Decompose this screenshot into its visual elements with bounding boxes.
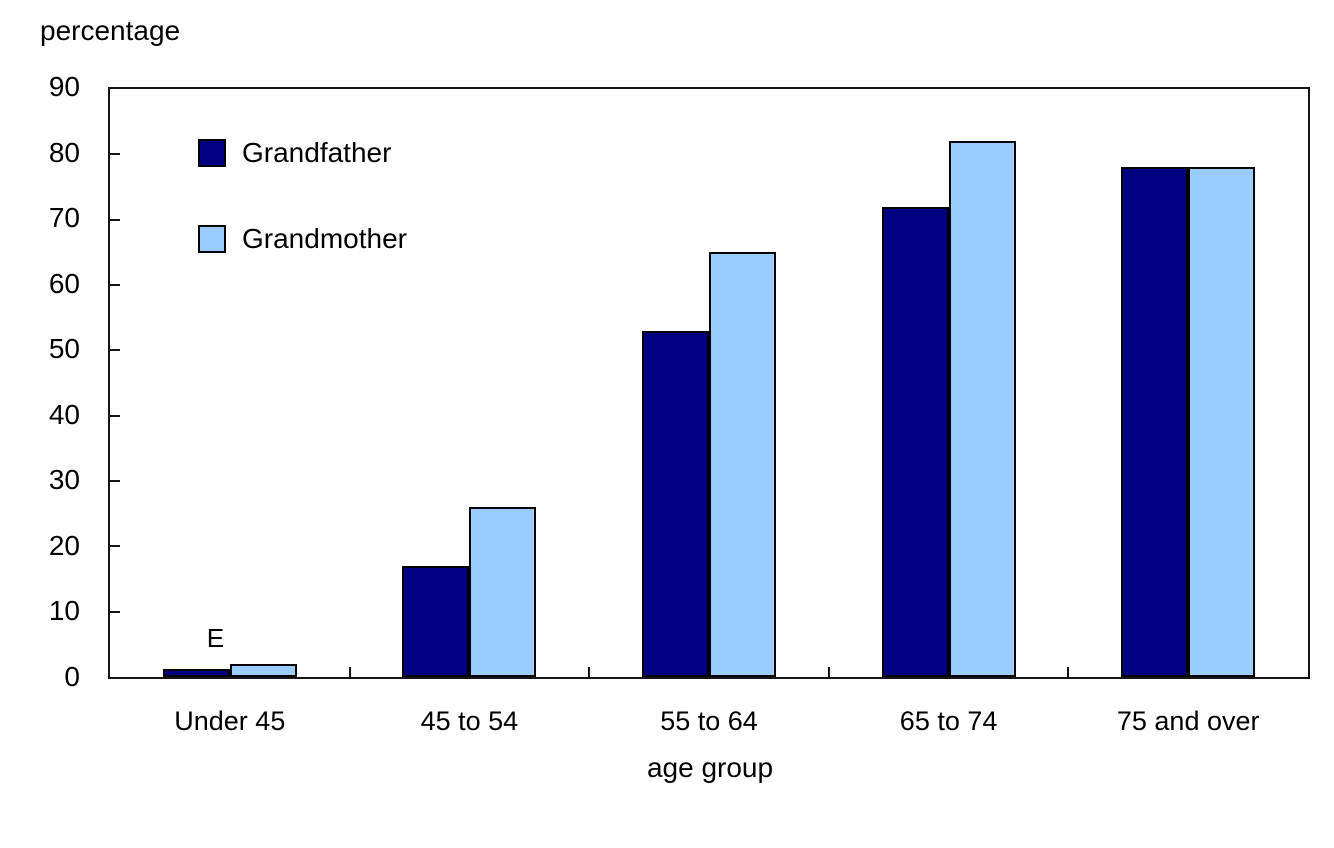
y-tick-label-40: 40 (48, 398, 80, 430)
y-tick-label-20: 20 (48, 529, 80, 561)
y-tick-label-80: 80 (48, 136, 80, 168)
legend-label-grandmother: Grandmother (242, 223, 407, 254)
y-tick-label-10: 10 (48, 595, 80, 627)
x-tick-label-55-to-64: 55 to 64 (660, 706, 758, 736)
y-tick-mark-40 (110, 414, 120, 417)
y-tick-mark-10 (110, 610, 120, 613)
bar-group-45-to-54 (350, 89, 590, 677)
y-tick-mark-80 (110, 153, 120, 156)
legend-item-grandfather: Grandfather (198, 137, 391, 169)
bar-grandmother-65-to-74 (948, 141, 1016, 677)
bar-group-55-to-64 (589, 89, 829, 677)
bars-layer: E (110, 89, 1308, 677)
x-tick-mark-4 (1067, 667, 1070, 677)
plot-area: E Grandfather Grandmother (108, 87, 1310, 679)
x-tick-mark-2 (588, 667, 591, 677)
legend-swatch-grandmother (198, 225, 226, 253)
y-tick-mark-30 (110, 480, 120, 482)
y-tick-mark-20 (110, 545, 120, 548)
bar-pair-65-to-74 (881, 89, 1016, 677)
bar-grandmother-55-to-64 (708, 252, 776, 677)
bar-grandfather-under-45 (162, 668, 230, 677)
legend-item-grandmother: Grandmother (198, 223, 407, 255)
bar-pair-under-45: E (162, 89, 297, 677)
y-tick-label-70: 70 (48, 202, 80, 234)
bar-pair-75-and-over (1121, 89, 1256, 677)
y-tick-mark-50 (110, 349, 120, 352)
bar-grandfather-65-to-74 (881, 206, 949, 677)
bar-grandfather-75-and-over (1121, 167, 1189, 677)
y-tick-label-60: 60 (48, 267, 80, 299)
bar-group-under-45: E (110, 89, 350, 677)
bar-grandfather-55-to-64 (641, 330, 709, 677)
bar-grandmother-under-45 (229, 663, 297, 677)
x-tick-label-under-45: Under 45 (174, 706, 286, 736)
bar-pair-45-to-54 (402, 89, 537, 677)
bar-pair-55-to-64 (641, 89, 776, 677)
x-tick-label-45-to-54: 45 to 54 (420, 706, 519, 736)
legend-swatch-grandfather (198, 139, 226, 167)
bar-grandfather-45-to-54 (402, 565, 470, 677)
x-tick-label-75-and-over: 75 and over (1116, 706, 1260, 736)
x-tick-mark-1 (348, 667, 351, 677)
x-axis-title: age group (646, 752, 774, 783)
bar-grandmother-75-and-over (1188, 167, 1256, 677)
y-tick-mark-70 (110, 218, 120, 221)
y-tick-label-90: 90 (48, 71, 80, 102)
y-tick-label-0: 0 (64, 661, 80, 692)
y-tick-label-30: 30 (48, 464, 80, 496)
x-tick-mark-3 (827, 667, 830, 677)
annotation-e-flag: E (206, 622, 225, 653)
legend-label-grandfather: Grandfather (242, 137, 392, 168)
x-tick-label-65-to-74: 65 to 74 (899, 706, 998, 736)
y-axis-title: percentage (40, 15, 181, 46)
bar-group-65-to-74 (829, 89, 1069, 677)
bar-grandmother-45-to-54 (469, 507, 537, 677)
bar-group-75-and-over (1068, 89, 1308, 677)
y-tick-mark-60 (110, 284, 120, 286)
y-tick-label-50: 50 (48, 333, 80, 365)
